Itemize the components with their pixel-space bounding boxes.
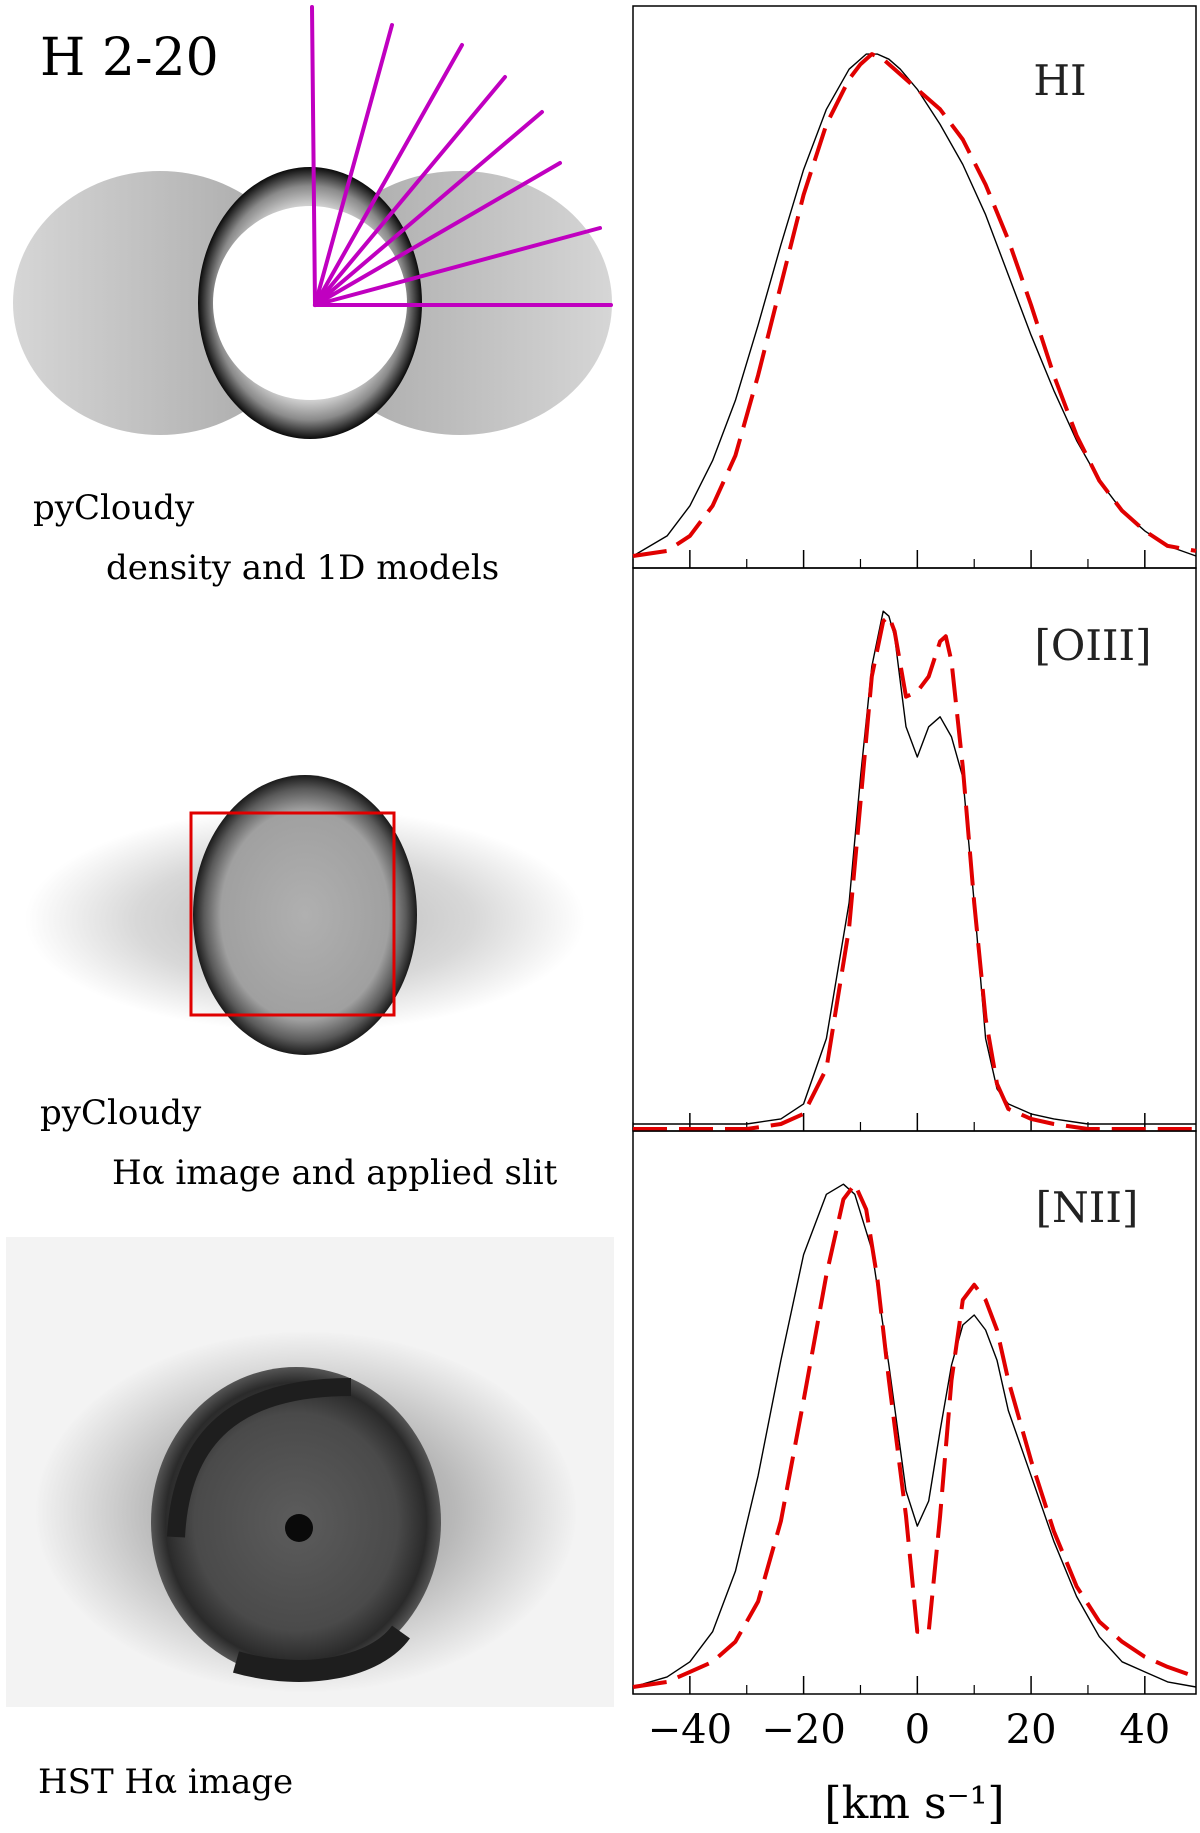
profile-panel-3: [NII]	[632, 1130, 1197, 1695]
model-halpha-image	[25, 775, 585, 1055]
line-label: [OIII]	[1035, 621, 1152, 670]
panel3-caption: HST Hα image	[38, 1762, 294, 1802]
panel2-caption-line1: pyCloudy	[40, 1093, 202, 1133]
profile-panel-2: [OIII]	[632, 567, 1197, 1132]
observed-profile-line	[633, 610, 1196, 1125]
model-profile-line	[632, 1182, 1197, 1689]
model-rays	[310, 5, 613, 307]
x-tick-label: 40	[1119, 1707, 1170, 1753]
panel1-caption-line1: pyCloudy	[33, 488, 195, 528]
model-profile-line	[632, 52, 1197, 558]
profile-panel-1: HI	[632, 5, 1197, 569]
x-tick-label: 20	[1006, 1707, 1057, 1753]
observed-profile-line	[632, 53, 1197, 557]
hst-dark-arc-top	[167, 1378, 352, 1538]
model-profile-line	[633, 614, 1196, 1131]
bright-shell	[193, 775, 417, 1055]
density-model-image	[13, 5, 613, 439]
x-tick-label: −40	[648, 1707, 732, 1753]
hst-dark-arc-bottom	[232, 1625, 410, 1682]
panel-frame	[632, 5, 1197, 569]
object-name: H 2-20	[40, 28, 219, 88]
panel2-caption-line2: Hα image and applied slit	[112, 1153, 558, 1193]
applied-slit	[189, 811, 396, 1017]
hst-halpha-image	[6, 1237, 614, 1707]
x-tick-label: −20	[761, 1707, 845, 1753]
hst-central-star	[285, 1514, 313, 1542]
panel-frame	[632, 1130, 1197, 1695]
line-label: HI	[1033, 56, 1086, 105]
x-tick-label: 0	[905, 1707, 930, 1753]
line-label: [NII]	[1036, 1183, 1139, 1232]
observed-profile-line	[632, 1183, 1197, 1688]
x-axis-label: [km s⁻¹]	[824, 1778, 1004, 1829]
panel1-caption-line2: density and 1D models	[106, 548, 500, 588]
